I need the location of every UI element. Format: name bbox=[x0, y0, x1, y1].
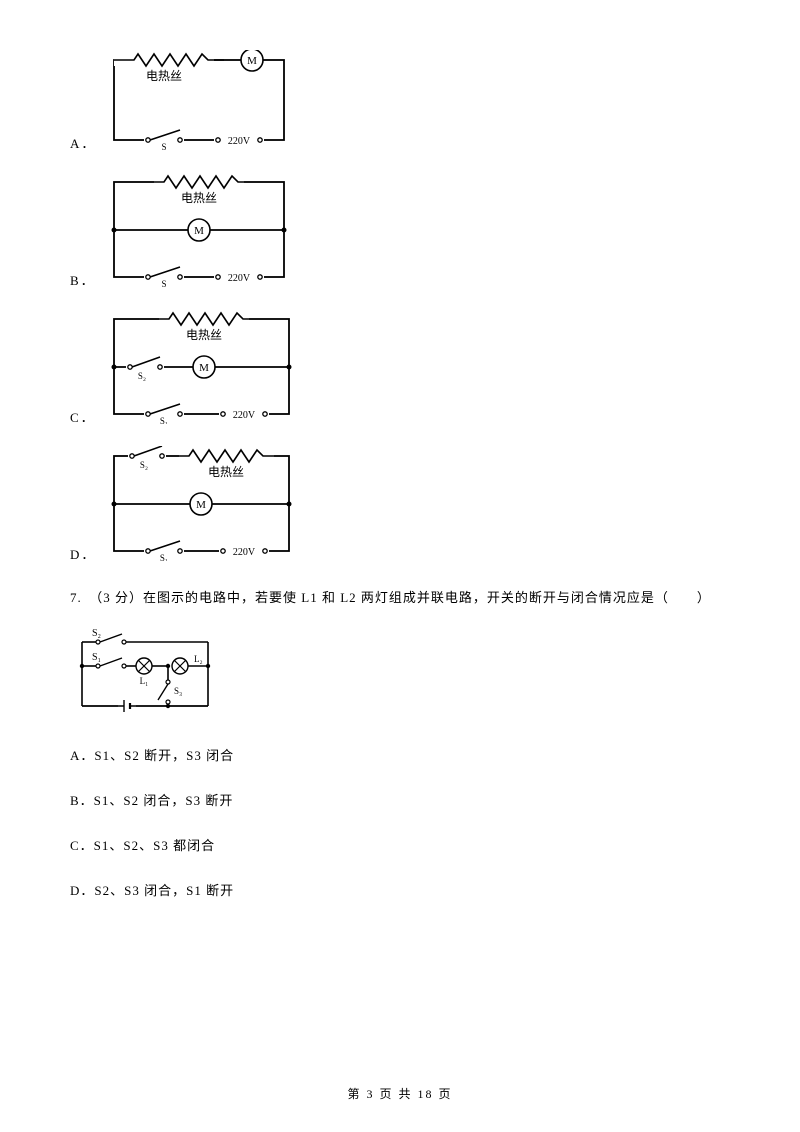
heater-text-c: 电热丝 bbox=[186, 328, 222, 342]
q7-l2: L₂ bbox=[194, 654, 203, 664]
option-d-label: D． bbox=[70, 544, 96, 565]
option-d-row: D． S₂ 电热丝 M S₁ bbox=[70, 446, 730, 565]
option-b-row: B． 电热丝 M S 220V bbox=[70, 172, 730, 291]
q7-l1: L₁ bbox=[140, 676, 149, 686]
q7-choice-c: C．S1、S2、S3 都闭合 bbox=[70, 835, 730, 854]
motor-text-b: M bbox=[194, 225, 204, 237]
voltage-c: 220V bbox=[233, 410, 256, 421]
q7-s1: S₁ bbox=[92, 652, 101, 663]
voltage-b: 220V bbox=[228, 273, 251, 284]
switch-s-a: S bbox=[162, 142, 167, 150]
q7-choice-d: D．S2、S3 闭合，S1 断开 bbox=[70, 880, 730, 899]
circuit-a: 电热丝 M S 220V bbox=[104, 50, 294, 154]
page-footer: 第 3 页 共 18 页 bbox=[0, 1085, 800, 1102]
switch-s-b: S bbox=[161, 279, 166, 287]
circuit-b: 电热丝 M S 220V bbox=[104, 172, 294, 291]
heater-text-d: 电热丝 bbox=[208, 465, 244, 479]
switch-s2-d: S₂ bbox=[140, 460, 148, 470]
switch-s1-d: S₁ bbox=[160, 553, 168, 561]
heater-text-b: 电热丝 bbox=[181, 191, 217, 205]
motor-text-d: M bbox=[197, 499, 207, 511]
switch-s1-c: S₁ bbox=[160, 416, 168, 424]
option-a-row: A． 电热丝 M S 220V bbox=[70, 50, 730, 154]
voltage-d: 220V bbox=[233, 547, 256, 558]
option-a-label: A． bbox=[70, 133, 96, 154]
q7-diagram: S₂ S₁ L₁ L₂ S₃ bbox=[70, 624, 730, 723]
q7-choice-a: A．S1、S2 断开，S3 闭合 bbox=[70, 745, 730, 764]
switch-s2-c: S₂ bbox=[138, 371, 146, 381]
voltage-a: 220V bbox=[228, 136, 251, 147]
motor-text-a: M bbox=[248, 55, 258, 67]
q7-text: 7. （3 分）在图示的电路中，若要使 L1 和 L2 两灯组成并联电路，开关的… bbox=[70, 587, 730, 606]
q7-s3: S₃ bbox=[174, 686, 182, 696]
motor-text-c: M bbox=[199, 362, 209, 374]
option-b-label: B． bbox=[70, 270, 96, 291]
heater-text-a: 电热丝 bbox=[146, 69, 182, 83]
option-c-label: C． bbox=[70, 407, 96, 428]
q7-choice-b: B．S1、S2 闭合，S3 断开 bbox=[70, 790, 730, 809]
q7-s2: S₂ bbox=[92, 628, 101, 639]
circuit-c: 电热丝 S₂ M S₁ 220V bbox=[104, 309, 299, 428]
option-c-row: C． 电热丝 S₂ M S₁ bbox=[70, 309, 730, 428]
circuit-d: S₂ 电热丝 M S₁ 220V bbox=[104, 446, 299, 565]
